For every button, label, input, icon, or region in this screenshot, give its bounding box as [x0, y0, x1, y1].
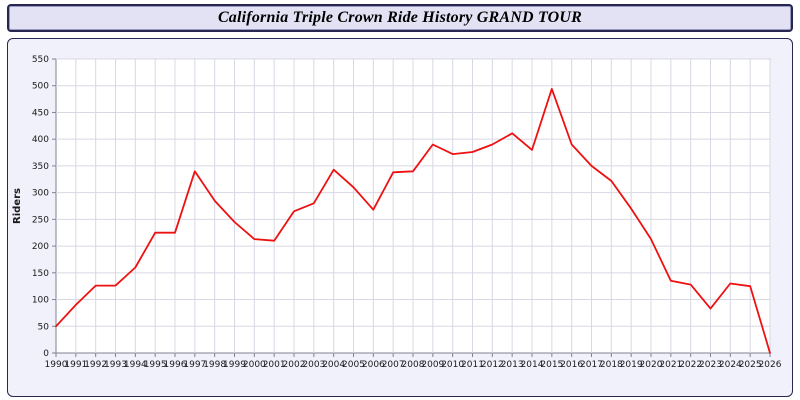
- svg-text:2020: 2020: [640, 360, 663, 370]
- svg-text:2017: 2017: [580, 360, 603, 370]
- chart-panel: 0 50 100 150 200 250 300 350 400 450 500 550 1990 199…: [7, 38, 793, 397]
- svg-text:150: 150: [32, 269, 49, 279]
- chart-title-bar: California Triple Crown Ride History GRA…: [7, 4, 793, 32]
- svg-text:2016: 2016: [560, 360, 583, 370]
- svg-text:250: 250: [32, 215, 49, 225]
- svg-text:2022: 2022: [679, 360, 702, 370]
- svg-text:2009: 2009: [421, 360, 444, 370]
- svg-text:0: 0: [43, 349, 49, 359]
- svg-text:2021: 2021: [659, 360, 682, 370]
- y-axis-label: Riders: [12, 188, 23, 224]
- svg-text:2025: 2025: [739, 360, 762, 370]
- svg-text:1994: 1994: [124, 360, 147, 370]
- riders-series-line: [55, 88, 771, 354]
- svg-text:2012: 2012: [481, 360, 504, 370]
- svg-text:1998: 1998: [203, 360, 226, 370]
- svg-text:1995: 1995: [144, 360, 167, 370]
- svg-text:1997: 1997: [183, 360, 206, 370]
- svg-text:2019: 2019: [620, 360, 643, 370]
- svg-text:1990: 1990: [45, 360, 68, 370]
- svg-text:350: 350: [32, 162, 49, 172]
- svg-text:2013: 2013: [501, 360, 524, 370]
- svg-text:2002: 2002: [283, 360, 306, 370]
- svg-text:2000: 2000: [243, 360, 266, 370]
- svg-text:300: 300: [32, 189, 49, 199]
- svg-text:2011: 2011: [461, 360, 484, 370]
- svg-text:1999: 1999: [223, 360, 246, 370]
- svg-text:200: 200: [32, 242, 49, 252]
- svg-text:550: 550: [32, 55, 49, 65]
- svg-text:400: 400: [32, 135, 49, 145]
- svg-text:2008: 2008: [402, 360, 425, 370]
- svg-text:450: 450: [32, 108, 49, 118]
- svg-text:500: 500: [32, 82, 49, 92]
- svg-text:1992: 1992: [84, 360, 107, 370]
- svg-text:2003: 2003: [302, 360, 325, 370]
- svg-text:1991: 1991: [64, 360, 87, 370]
- ride-history-line-chart: 0501001502002503003504004505005501990199…: [12, 55, 782, 370]
- svg-text:2024: 2024: [719, 360, 742, 370]
- svg-text:2004: 2004: [322, 360, 345, 370]
- svg-text:2023: 2023: [699, 360, 722, 370]
- svg-text:2018: 2018: [600, 360, 623, 370]
- svg-text:2014: 2014: [521, 360, 544, 370]
- svg-text:2010: 2010: [441, 360, 464, 370]
- svg-text:2026: 2026: [759, 360, 782, 370]
- svg-text:50: 50: [38, 322, 50, 332]
- svg-text:2001: 2001: [263, 360, 286, 370]
- svg-text:2007: 2007: [382, 360, 405, 370]
- svg-text:2015: 2015: [540, 360, 563, 370]
- svg-text:100: 100: [32, 296, 49, 306]
- chart-title: California Triple Crown Ride History GRA…: [217, 9, 583, 26]
- svg-text:1996: 1996: [164, 360, 187, 370]
- svg-text:1993: 1993: [104, 360, 127, 370]
- svg-text:2006: 2006: [362, 360, 385, 370]
- svg-text:2005: 2005: [342, 360, 365, 370]
